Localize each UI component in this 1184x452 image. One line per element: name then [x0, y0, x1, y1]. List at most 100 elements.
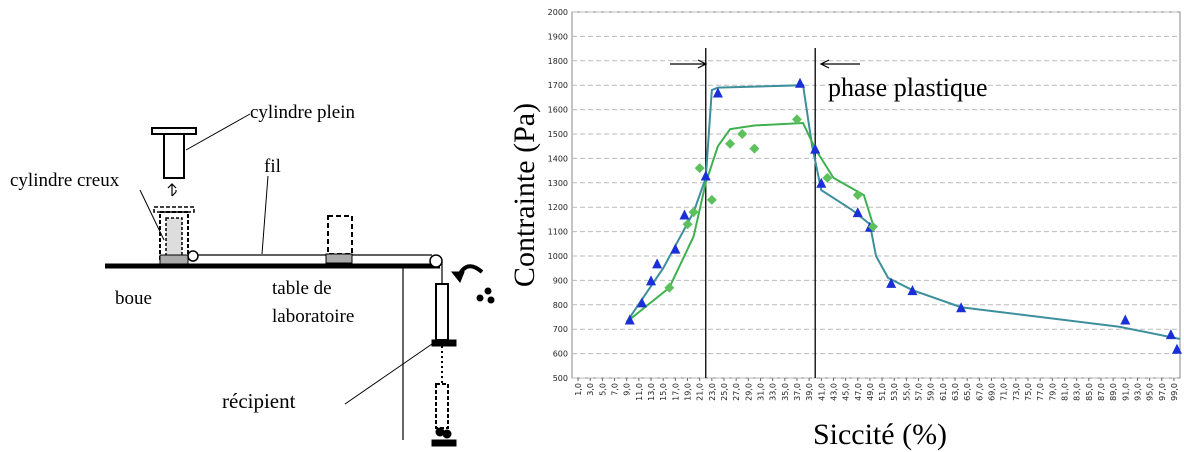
- y-tick-label: 800: [553, 301, 568, 310]
- x-tick-label: 25,0: [720, 383, 729, 401]
- x-tick-label: 89,0: [1109, 383, 1118, 401]
- x-tick-label: 21,0: [696, 383, 705, 401]
- data-point: [822, 172, 833, 183]
- y-tick-label: 1000: [548, 252, 568, 261]
- data-point: [670, 243, 681, 254]
- x-tick-label: 67,0: [975, 383, 984, 401]
- y-tick-label: 1700: [548, 81, 568, 90]
- y-tick-label: 1100: [548, 228, 568, 237]
- x-tick-label: 7,0: [611, 383, 620, 396]
- chart: 500 600 700 800 900 1000 1100 1200 1300 1400 1500 1…: [548, 8, 1182, 401]
- data-point: [737, 129, 748, 139]
- x-tick-label: 97,0: [1158, 383, 1167, 401]
- plot-area: [571, 11, 1181, 379]
- data-point: [725, 138, 736, 149]
- x-tick-label: 19,0: [684, 383, 693, 401]
- x-tick-label: 81,0: [1060, 383, 1069, 401]
- data-point: [679, 209, 690, 220]
- data-point: [652, 258, 663, 269]
- fit-line: [626, 121, 874, 323]
- x-tick-label: 31,0: [756, 383, 765, 401]
- x-tick-label: 43,0: [829, 383, 838, 401]
- x-tick-label: 61,0: [939, 383, 948, 401]
- label: table de: [272, 278, 332, 299]
- y-tick-label: 500: [553, 374, 568, 383]
- x-tick-label: 41,0: [817, 383, 826, 401]
- x-tick-label: 37,0: [793, 383, 802, 401]
- apparatus-diagram: [105, 113, 495, 447]
- data-point: [664, 282, 675, 293]
- label: cylindre plein: [250, 102, 355, 123]
- data-point: [636, 297, 647, 308]
- x-tick-label: 51,0: [878, 383, 887, 401]
- x-tick-label: 29,0: [744, 383, 753, 401]
- x-tick-label: 11,0: [635, 383, 644, 401]
- data-point: [810, 143, 821, 154]
- x-tick-label: 75,0: [1024, 383, 1033, 401]
- x-tick-label: 59,0: [927, 383, 936, 401]
- data-point: [706, 194, 717, 205]
- label: récipient: [222, 389, 296, 413]
- arrows: [670, 59, 860, 69]
- x-tick-label: 57,0: [915, 383, 924, 401]
- data-point: [907, 285, 918, 296]
- x-tick-label: 99,0: [1170, 383, 1179, 401]
- data-point: [646, 275, 657, 286]
- x-tick-label: 95,0: [1146, 383, 1155, 401]
- x-tick-label: 9,0: [623, 383, 632, 396]
- data-point: [852, 207, 863, 218]
- x-tick-label: 39,0: [805, 383, 814, 401]
- label: fil: [264, 156, 281, 177]
- label: laboratoire: [272, 306, 354, 327]
- y-tick-label: 1300: [548, 179, 568, 188]
- data-point: [956, 302, 967, 313]
- data-point: [795, 77, 805, 88]
- data-point: [1120, 314, 1131, 325]
- data-point: [749, 143, 760, 154]
- x-tick-label: 87,0: [1097, 383, 1106, 401]
- data-point: [694, 163, 705, 174]
- x-tick-label: 33,0: [769, 383, 778, 401]
- data-point: [886, 277, 897, 288]
- data-point: [867, 221, 878, 232]
- x-tick-label: 47,0: [854, 383, 863, 401]
- x-tick-label: 91,0: [1121, 383, 1130, 401]
- x-tick-label: 85,0: [1085, 383, 1094, 401]
- x-tick-label: 73,0: [1012, 383, 1021, 401]
- data-point: [1165, 329, 1176, 340]
- x-tick-label: 27,0: [732, 383, 741, 401]
- x-tick-label: 23,0: [708, 383, 717, 401]
- x-tick-label: 45,0: [842, 383, 851, 401]
- y-tick-label: 1800: [548, 57, 568, 66]
- y-axis-title: Contrainte (Pa): [508, 103, 541, 287]
- x-tick-label: 63,0: [951, 383, 960, 401]
- y-tick-label: 600: [553, 350, 568, 359]
- x-tick-label: 13,0: [647, 383, 656, 401]
- data-point: [1171, 343, 1182, 354]
- label: cylindre creux: [10, 170, 120, 191]
- data-point: [700, 170, 711, 181]
- y-tick-label: 1200: [548, 203, 568, 212]
- x-tick-label: 35,0: [781, 383, 790, 401]
- x-axis-title: Siccité (%): [813, 418, 947, 451]
- x-tick-label: 5,0: [598, 383, 607, 396]
- data-point: [791, 114, 802, 125]
- x-tick-label: 77,0: [1036, 383, 1045, 401]
- data-point: [688, 207, 699, 218]
- x-tick-label: 83,0: [1073, 383, 1082, 401]
- y-tick-label: 2000: [548, 8, 568, 17]
- data-point: [816, 177, 827, 188]
- label: boue: [115, 288, 152, 309]
- y-tick-label: 1500: [548, 130, 568, 139]
- y-tick-label: 700: [553, 325, 568, 334]
- x-tick-label: 69,0: [988, 383, 997, 401]
- y-tick-label: 1900: [548, 32, 568, 41]
- fit-line: [625, 84, 1181, 340]
- x-tick-label: 17,0: [671, 383, 680, 401]
- data-point: [682, 219, 693, 230]
- x-tick-label: 79,0: [1048, 383, 1057, 401]
- x-tick-label: 53,0: [890, 383, 899, 401]
- y-tick-label: 900: [553, 276, 568, 285]
- y-tick-label: 1600: [548, 106, 568, 115]
- annotation: phase plastique: [828, 73, 988, 102]
